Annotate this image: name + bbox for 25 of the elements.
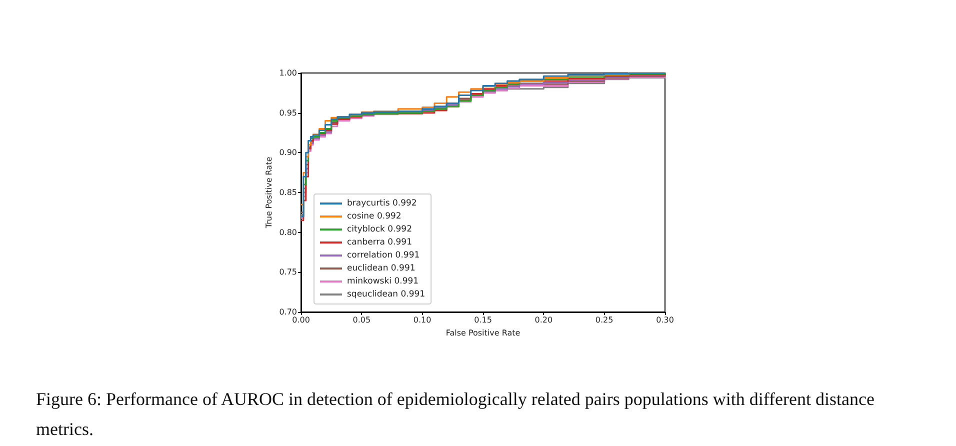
legend-label: euclidean 0.991 [347,264,416,274]
y-tick-label: 0.75 [279,268,297,277]
x-tick-label: 0.10 [413,316,432,324]
x-tick-label: 0.05 [352,316,371,324]
y-tick-label: 0.90 [279,148,297,158]
x-tick-label: 0.25 [595,316,614,324]
x-tick-label: 0.20 [534,316,553,324]
legend-label: cosine 0.992 [347,212,402,222]
y-tick-label: 0.85 [279,188,297,197]
x-tick-label: 0.15 [474,316,492,324]
legend-label: correlation 0.991 [347,250,420,260]
y-tick-label: 0.70 [279,308,297,316]
legend-label: braycurtis 0.992 [347,198,417,208]
x-tick-label: 0.30 [656,316,674,324]
legend-label: sqeuclidean 0.991 [347,290,426,300]
y-axis-title: True Positive Rate [264,156,274,230]
caption: Figure 6: Performance of AUROC in detection of epidemiologically related pairs populations with different distance metrics. [36,389,879,439]
x-tick-label: 0.00 [292,316,310,324]
legend-label: minkowski 0.991 [347,276,419,286]
y-tick-label: 1.00 [279,68,297,78]
legend-label: canberra 0.991 [347,238,412,248]
x-axis-title: False Positive Rate [446,328,520,338]
y-tick-label: 0.80 [279,228,297,237]
legend-label: cityblock 0.992 [347,224,412,234]
y-tick-label: 0.95 [279,108,297,118]
